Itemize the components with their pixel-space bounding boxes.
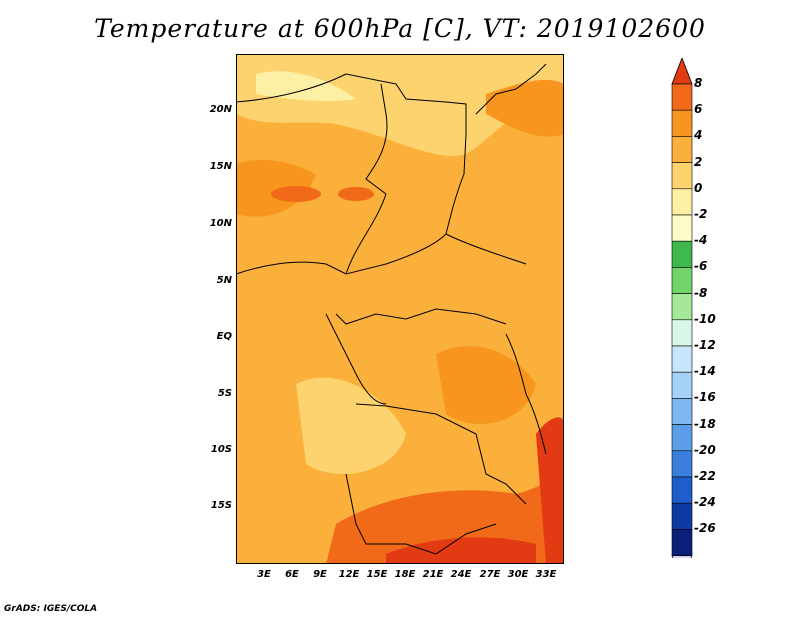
credit-text: GrADS: IGES/COLA: [4, 604, 98, 614]
lat-label: 10N: [209, 218, 232, 229]
colorbar-label: -16: [694, 390, 716, 405]
colorbar-label: -4: [694, 233, 708, 248]
temperature-map: [236, 54, 564, 564]
colorbar-segment: [671, 450, 693, 478]
lat-label: 10S: [210, 444, 232, 455]
colorbar-label: 6: [694, 102, 703, 117]
lat-label: 15N: [209, 161, 232, 172]
hot-spot-chad: [338, 187, 374, 201]
colorbar-segment: [671, 502, 693, 530]
map-frame: [236, 54, 564, 564]
colorbar-bottom-arrow: [671, 555, 693, 558]
colorbar-label: -8: [694, 285, 708, 300]
colorbar-segment: [671, 267, 693, 294]
border-car-north: [236, 233, 447, 275]
colorbar-label: -20: [694, 442, 716, 457]
colorbar-label: -2: [694, 207, 708, 221]
lat-label: 5N: [216, 275, 232, 286]
lon-label: 33E: [535, 569, 557, 580]
border-lakes: [505, 333, 547, 455]
colorbar-segment: [671, 424, 693, 452]
colorbar-segment: [671, 319, 693, 347]
lat-label: 15S: [210, 500, 232, 511]
border-drc-south: [355, 403, 527, 505]
colorbar-segment: [671, 345, 693, 373]
warm-region-west: [236, 159, 316, 217]
border-chad-west: [345, 83, 388, 275]
colorbar-segment: [671, 136, 693, 163]
colorbar-segment: [671, 240, 693, 268]
colorbar-label: -10: [694, 311, 716, 326]
lon-label: 18E: [394, 569, 416, 580]
hot-region-south: [326, 454, 564, 564]
colorbar-label: 4: [694, 128, 703, 143]
colorbar-segment: [671, 476, 693, 504]
lon-label: 24E: [450, 569, 472, 580]
hottest-region-south: [386, 537, 536, 564]
lon-label: 15E: [366, 569, 388, 580]
lat-label: EQ: [216, 331, 232, 342]
hottest-region-mozambique: [536, 417, 564, 564]
colorbar-label: -26: [694, 521, 716, 536]
lon-label: 6E: [285, 569, 299, 580]
colorbar-label: -6: [694, 259, 708, 274]
lon-label: 12E: [338, 569, 360, 580]
lat-label: 20N: [209, 104, 232, 115]
warm-region-northeast: [486, 79, 564, 137]
colorbar-label: 2: [694, 154, 703, 169]
colorbar-segment: [671, 83, 693, 111]
colorbar-label: 8: [694, 76, 703, 90]
hot-spot-nigeria: [271, 186, 321, 202]
coolest-region-north: [256, 71, 356, 102]
lon-label: 3E: [257, 569, 271, 580]
colorbar-segment: [671, 214, 693, 242]
lat-label: 5S: [217, 388, 232, 399]
colorbar-label: -18: [694, 416, 716, 431]
colorbar-label: 0: [694, 180, 703, 195]
colorbar-label: -12: [694, 338, 716, 352]
lon-label: 27E: [479, 569, 501, 580]
colorbar-top-arrow: [671, 58, 693, 85]
colorbar-segment: [671, 109, 693, 137]
border-central: [335, 308, 507, 325]
lon-label: 9E: [313, 569, 327, 580]
colorbar-segment: [671, 293, 693, 321]
colorbar-segment: [671, 371, 693, 399]
border-sudan: [445, 133, 527, 265]
colorbar-segment: [671, 188, 693, 216]
colorbar-segment: [671, 162, 693, 190]
border-congo: [325, 313, 387, 405]
warm-region-central: [436, 345, 536, 424]
colorbar-segment: [671, 529, 693, 556]
border-angola-south: [345, 473, 497, 555]
lon-label: 21E: [422, 569, 444, 580]
colorbar-label: -14: [694, 364, 716, 379]
map-title: Temperature at 600hPa [C], VT: 201910260…: [94, 14, 706, 43]
colorbar-label: -22: [694, 469, 716, 483]
colorbar-segment: [671, 398, 693, 425]
border-north: [236, 73, 467, 134]
colorbar: [671, 58, 693, 558]
border-egypt: [475, 63, 547, 115]
lon-label: 30E: [507, 569, 529, 580]
colorbar-label: -24: [694, 495, 716, 510]
